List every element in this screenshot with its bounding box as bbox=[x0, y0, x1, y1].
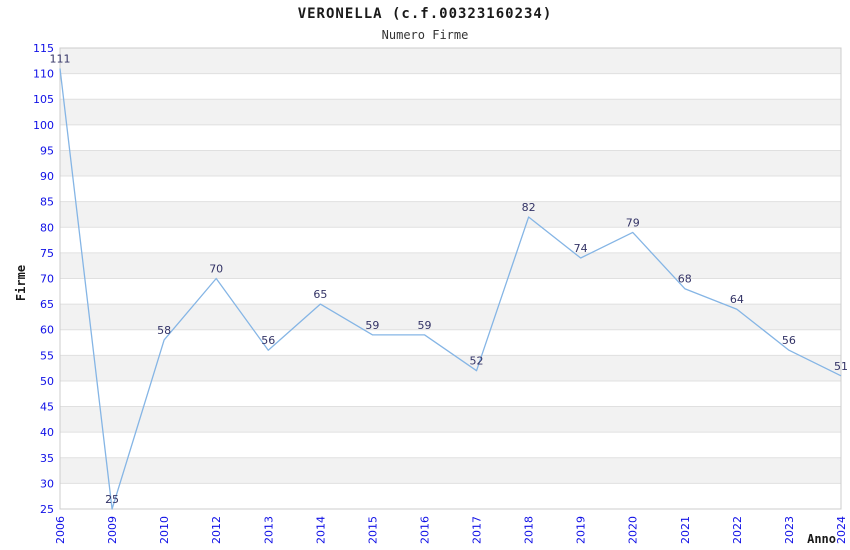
data-label: 51 bbox=[834, 360, 848, 373]
x-tick-label: 2021 bbox=[679, 516, 692, 544]
y-tick-label: 100 bbox=[33, 119, 54, 132]
x-tick-label: 2014 bbox=[314, 516, 327, 544]
x-tick-label: 2012 bbox=[210, 516, 223, 544]
x-tick-label: 2018 bbox=[523, 516, 536, 544]
y-tick-label: 30 bbox=[40, 477, 54, 490]
grid-band bbox=[60, 124, 841, 151]
grid-band bbox=[60, 73, 841, 100]
grid-band bbox=[60, 278, 841, 305]
x-tick-label: 2013 bbox=[262, 516, 275, 544]
x-tick-label: 2023 bbox=[783, 516, 796, 544]
y-tick-label: 85 bbox=[40, 196, 54, 209]
series-line bbox=[59, 68, 842, 510]
data-label: 59 bbox=[417, 319, 431, 332]
grid-band bbox=[60, 406, 841, 433]
grid-band bbox=[60, 201, 841, 228]
x-tick-label: 2016 bbox=[418, 516, 431, 544]
y-tick-label: 80 bbox=[40, 221, 54, 234]
data-label: 58 bbox=[157, 324, 171, 337]
x-tick-label: 2010 bbox=[158, 516, 171, 544]
grid-band bbox=[60, 99, 841, 125]
y-tick-label: 60 bbox=[40, 324, 54, 337]
y-tick-label: 105 bbox=[33, 93, 54, 106]
y-tick-label: 50 bbox=[40, 375, 54, 388]
x-tick-label: 2009 bbox=[106, 516, 119, 544]
y-tick-label: 25 bbox=[40, 503, 54, 516]
y-tick-label: 55 bbox=[40, 349, 54, 362]
grid-band bbox=[60, 176, 841, 202]
x-tick-label: 2020 bbox=[627, 516, 640, 544]
grid-band bbox=[60, 227, 841, 253]
x-tick-label: 2017 bbox=[471, 516, 484, 544]
data-label: 64 bbox=[730, 293, 744, 306]
y-tick-label: 115 bbox=[33, 42, 54, 55]
y-tick-label: 110 bbox=[33, 68, 54, 81]
data-label: 52 bbox=[470, 355, 484, 368]
grid-band bbox=[60, 380, 841, 407]
data-label: 70 bbox=[209, 263, 223, 276]
grid-band bbox=[60, 355, 841, 381]
y-axis-title: Firme bbox=[14, 265, 28, 301]
grid-band bbox=[60, 252, 841, 279]
y-tick-label: 75 bbox=[40, 247, 54, 260]
x-tick-label: 2015 bbox=[366, 516, 379, 544]
data-label: 56 bbox=[782, 334, 796, 347]
chart-title: VERONELLA (c.f.00323160234) bbox=[297, 6, 553, 22]
grid-band bbox=[60, 457, 841, 484]
data-label: 82 bbox=[522, 201, 536, 214]
y-tick-label: 90 bbox=[40, 170, 54, 183]
data-label: 25 bbox=[105, 493, 119, 506]
data-label: 74 bbox=[574, 242, 588, 255]
plot-border bbox=[59, 47, 842, 510]
data-label: 65 bbox=[313, 288, 327, 301]
y-tick-label: 45 bbox=[40, 401, 54, 414]
data-label: 59 bbox=[365, 319, 379, 332]
x-tick-label: 2024 bbox=[835, 516, 848, 544]
y-tick-label: 65 bbox=[40, 298, 54, 311]
data-label: 56 bbox=[261, 334, 275, 347]
grid-band bbox=[60, 48, 841, 74]
y-tick-label: 35 bbox=[40, 452, 54, 465]
x-tick-label: 2006 bbox=[54, 516, 67, 544]
data-label: 79 bbox=[626, 216, 640, 229]
y-tick-label: 40 bbox=[40, 426, 54, 439]
grid-band bbox=[60, 304, 841, 330]
grid-band bbox=[60, 432, 841, 458]
chart-subtitle: Numero Firme bbox=[381, 28, 469, 42]
data-label: 111 bbox=[50, 52, 71, 65]
x-tick-label: 2022 bbox=[731, 516, 744, 544]
x-tick-label: 2019 bbox=[575, 516, 588, 544]
y-tick-label: 70 bbox=[40, 273, 54, 286]
y-tick-label: 95 bbox=[40, 144, 54, 157]
data-label: 68 bbox=[678, 273, 692, 286]
grid-band bbox=[60, 329, 841, 356]
grid-band bbox=[60, 483, 841, 509]
x-axis-title: Anno bbox=[807, 532, 836, 546]
grid-band bbox=[60, 150, 841, 177]
